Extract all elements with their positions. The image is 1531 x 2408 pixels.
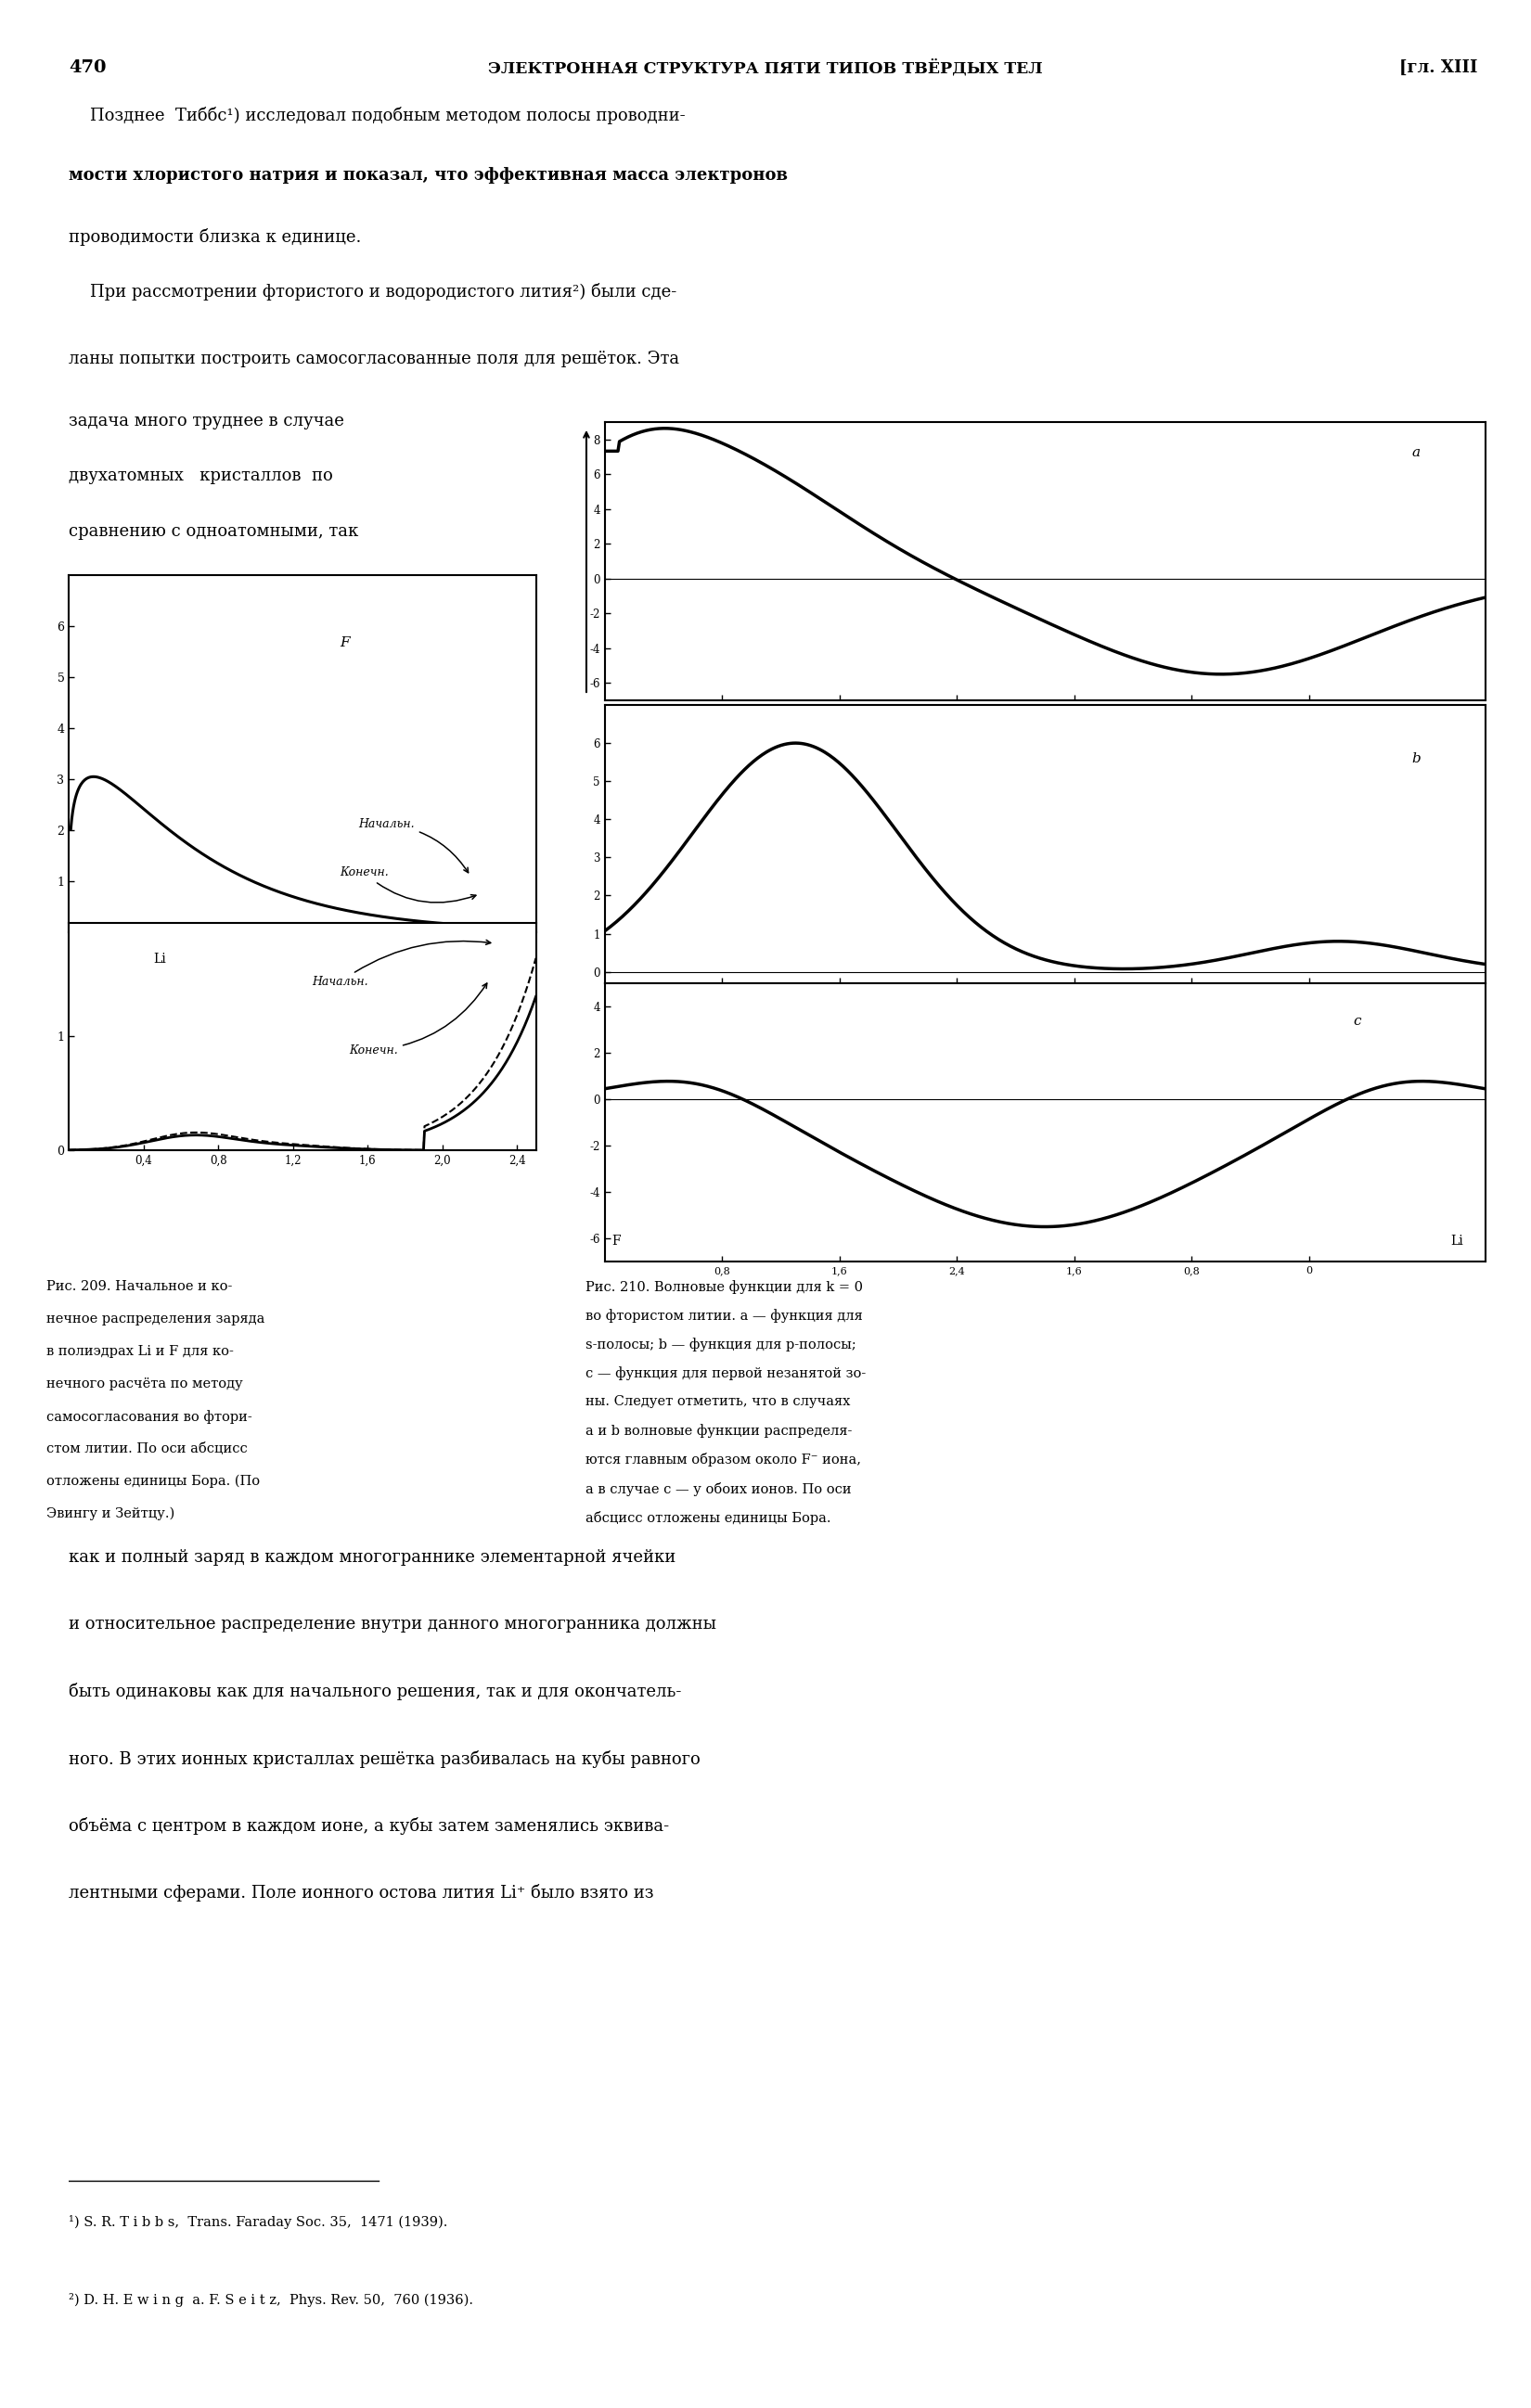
Text: Li: Li [1450,1235,1464,1247]
Text: F: F [340,636,349,650]
Text: Начальн.: Начальн. [312,939,490,987]
Text: a: a [1412,445,1421,460]
Text: Начальн.: Начальн. [358,819,468,872]
Text: лентными сферами. Поле ионного остова лития Li⁺ было взято из: лентными сферами. Поле ионного остова ли… [69,1883,654,1902]
Text: c — функция для первой незанятой зо-: c — функция для первой незанятой зо- [585,1368,867,1380]
Text: ²) D. H. E w i n g  a. F. S e i t z,  Phys. Rev. 50,  760 (1936).: ²) D. H. E w i n g a. F. S e i t z, Phys… [69,2292,473,2307]
Text: 470: 470 [69,60,107,77]
Text: ЭЛЕКТРОННАЯ СТРУКТУРА ПЯТИ ТИПОВ ТВЁРДЫХ ТЕЛ: ЭЛЕКТРОННАЯ СТРУКТУРА ПЯТИ ТИПОВ ТВЁРДЫХ… [488,60,1043,77]
Text: Рис. 209. Начальное и ко-: Рис. 209. Начальное и ко- [46,1281,231,1293]
Text: задача много труднее в случае: задача много труднее в случае [69,412,344,429]
Text: во фтористом литии. a — функция для: во фтористом литии. a — функция для [585,1310,863,1322]
Text: как и полный заряд в каждом многограннике элементарной ячейки: как и полный заряд в каждом многогранник… [69,1548,677,1565]
Text: F: F [612,1235,622,1247]
Text: в полиэдрах Li и F для ко-: в полиэдрах Li и F для ко- [46,1346,233,1358]
Text: сравнению с одноатомными, так: сравнению с одноатомными, так [69,523,358,539]
Text: При рассмотрении фтористого и водородистого лития²) были сде-: При рассмотрении фтористого и водородист… [69,282,677,301]
Text: и относительное распределение внутри данного многогранника должны: и относительное распределение внутри дан… [69,1616,717,1633]
Text: быть одинаковы как для начального решения, так и для окончатель-: быть одинаковы как для начального решени… [69,1683,681,1700]
Text: Конечн.: Конечн. [349,982,487,1057]
Text: двухатомных   кристаллов  по: двухатомных кристаллов по [69,467,334,484]
Text: ланы попытки построить самосогласованные поля для решёток. Эта: ланы попытки построить самосогласованные… [69,349,680,366]
Text: отложены единицы Бора. (По: отложены единицы Бора. (По [46,1474,259,1488]
Text: самосогласования во фтори-: самосогласования во фтори- [46,1411,251,1423]
Text: s-полосы; b — функция для р-полосы;: s-полосы; b — функция для р-полосы; [585,1339,856,1351]
Text: проводимости близка к единице.: проводимости близка к единице. [69,229,361,246]
Text: [гл. XIII: [гл. XIII [1399,60,1477,77]
Text: объёма с центром в каждом ионе, а кубы затем заменялись эквива-: объёма с центром в каждом ионе, а кубы з… [69,1818,669,1835]
Text: c: c [1353,1014,1361,1028]
Text: ются главным образом около F⁻ иона,: ются главным образом около F⁻ иона, [585,1452,860,1466]
Text: мости хлористого натрия и показал, что эффективная масса электронов: мости хлористого натрия и показал, что э… [69,166,788,183]
Text: Конечн.: Конечн. [340,867,476,903]
Text: Li: Li [153,954,165,966]
Text: ¹) S. R. T i b b s,  Trans. Faraday Soc. 35,  1471 (1939).: ¹) S. R. T i b b s, Trans. Faraday Soc. … [69,2215,447,2230]
Text: нечное распределения заряда: нечное распределения заряда [46,1312,265,1324]
Text: a и b волновые функции распределя-: a и b волновые функции распределя- [585,1423,853,1438]
Text: ного. В этих ионных кристаллах решётка разбивалась на кубы равного: ного. В этих ионных кристаллах решётка р… [69,1751,701,1767]
Text: абсцисс отложены единицы Бора.: абсцисс отложены единицы Бора. [585,1510,831,1524]
Text: ны. Следует отметить, что в случаях: ны. Следует отметить, что в случаях [585,1394,850,1409]
Text: Позднее  Тиббс¹) исследовал подобным методом полосы проводни-: Позднее Тиббс¹) исследовал подобным мето… [69,106,686,125]
Text: Рис. 210. Волновые функции для k = 0: Рис. 210. Волновые функции для k = 0 [585,1281,863,1293]
Text: Эвингу и Зейтцу.): Эвингу и Зейтцу.) [46,1507,175,1522]
Text: стом литии. По оси абсцисс: стом литии. По оси абсцисс [46,1442,246,1454]
Text: b: b [1412,751,1421,766]
Text: нечного расчёта по методу: нечного расчёта по методу [46,1377,242,1389]
Text: а в случае c — у обоих ионов. По оси: а в случае c — у обоих ионов. По оси [585,1481,851,1495]
